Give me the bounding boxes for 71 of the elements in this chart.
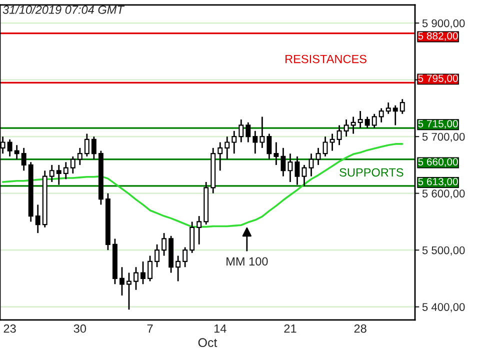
candlestick	[260, 116, 265, 149]
candlestick	[378, 108, 384, 124]
line-series	[2, 143, 404, 228]
candlestick	[140, 260, 146, 285]
candlestick	[77, 147, 82, 166]
y-tick-label: 5 700,00	[422, 132, 465, 142]
x-tick-label: 23	[4, 324, 16, 333]
candlestick	[336, 124, 342, 146]
candlestick	[246, 122, 251, 143]
candlestick	[134, 266, 138, 291]
x-tick-label: 30	[74, 324, 86, 333]
candlestick	[322, 136, 328, 158]
candlestick	[218, 142, 223, 172]
ref-line-label: 5 660,00	[418, 158, 458, 167]
annotation: 31/10/2019 07:04 GMT	[2, 5, 125, 14]
candlestick	[148, 255, 152, 282]
x-tick-label: 21	[284, 324, 296, 333]
candlestick	[238, 118, 244, 143]
candlestick	[350, 116, 356, 134]
candlestick	[280, 147, 286, 177]
candlestick	[344, 118, 349, 138]
candlestick	[288, 152, 293, 183]
candlestick	[91, 136, 96, 160]
candlestick	[14, 144, 20, 160]
annotation: SUPPORTS	[340, 168, 404, 177]
candlestick	[392, 104, 398, 126]
annotation: RESISTANCES	[286, 54, 366, 64]
candlestick	[302, 164, 307, 187]
annotation: MM 100	[226, 257, 268, 266]
candlestick	[364, 116, 370, 129]
ref-line-label: 5 795,00	[418, 74, 458, 84]
candlestick	[252, 130, 258, 154]
ref-line-label: 5 613,00	[418, 178, 458, 187]
candlestick	[70, 156, 76, 174]
candlestick	[274, 142, 279, 166]
x-tick-label: 28	[354, 324, 366, 333]
candlestick	[308, 152, 314, 177]
candlestick	[56, 164, 62, 186]
candlestick	[232, 130, 237, 154]
y-tick-label: 5 500,00	[422, 246, 465, 256]
candlestick	[358, 110, 363, 129]
candlestick	[63, 161, 68, 180]
candlestick	[196, 215, 202, 246]
y-tick-label: 5 900,00	[422, 19, 465, 29]
candlestick	[294, 156, 300, 186]
candlestick	[7, 138, 12, 158]
candlestick	[84, 133, 90, 158]
candlestick	[182, 246, 188, 268]
candlestick	[126, 272, 132, 310]
y-tick-label: 5 400,00	[422, 303, 465, 312]
candlestick	[330, 133, 335, 152]
x-axis-title: Oct	[198, 338, 218, 348]
candlestick	[162, 232, 167, 256]
candlestick	[400, 98, 405, 115]
candlestick	[372, 113, 377, 129]
candlestick	[35, 204, 40, 234]
y-tick-label: 5 600,00	[422, 190, 465, 199]
candlestick	[21, 147, 26, 172]
x-tick-label: 7	[147, 324, 153, 333]
candlestick	[119, 266, 124, 296]
ref-line-label: 5 715,00	[418, 120, 458, 129]
x-tick-label: 14	[214, 324, 226, 333]
candlestick	[224, 136, 230, 160]
candlestick	[49, 164, 54, 183]
candlestick	[154, 244, 160, 268]
candlestick	[266, 133, 272, 160]
candlestick	[316, 147, 321, 166]
candlestick	[176, 255, 181, 282]
ref-line-label: 5 882,00	[418, 32, 458, 41]
candlestick	[190, 221, 195, 254]
candlestick	[386, 102, 391, 115]
